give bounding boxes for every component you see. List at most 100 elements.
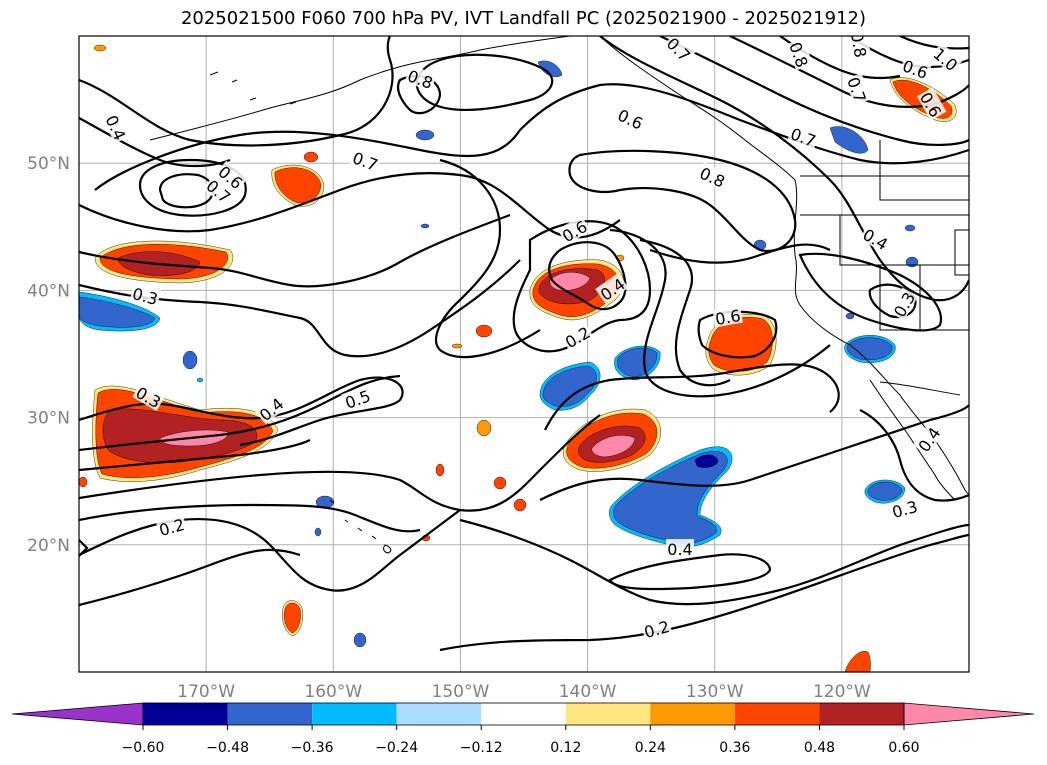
contour-label: 0.7 [787,122,820,151]
longitude-label: 160°W [304,682,362,702]
anomaly-negative [79,296,156,328]
contour-line [435,158,541,359]
anomaly-positive [284,602,301,634]
contour-line [649,243,831,264]
longitude-label: 130°W [686,682,744,702]
anomaly-negative [829,126,869,154]
anomaly-positive [79,476,88,488]
contour-line [79,439,311,472]
contour-label: 0.8 [847,31,872,61]
colorbar-segment [396,703,482,725]
colorbar-tick-label: −0.12 [460,740,503,756]
contour-line [79,213,511,288]
colorbar-segment [734,703,820,725]
contour-line [94,83,969,191]
anomaly-negative [420,223,430,229]
anomaly-positive [303,151,319,163]
chart-title: 2025021500 F060 700 hPa PV, IVT Landfall… [180,8,867,29]
contour-line [79,539,89,557]
latitude-label: 50°N [27,154,70,174]
contour-line [439,533,969,652]
colorbar-frame [142,702,905,726]
svg-text:0.4: 0.4 [667,540,692,559]
anomaly-positive [493,476,507,490]
latitude-label: 20°N [27,536,70,556]
colorbar-tick-label: 0.48 [804,740,835,756]
colorbar-tick-label: 0.60 [888,740,919,756]
longitude-label: 150°W [432,682,490,702]
contour-line [639,238,731,387]
anomaly-negative [182,350,198,370]
anomaly-negative [196,377,204,383]
hawaii [329,499,392,554]
map-frame [78,35,970,673]
anomaly-positive [476,419,492,437]
contour-line [79,414,601,512]
anomaly-negative [415,129,435,141]
latitude-labels: 50°N 40°N 30°N 20°N [27,154,70,556]
contour-line [697,310,778,359]
anomaly-positive [475,324,493,338]
border-ne [879,140,969,276]
colorbar-tick-label: −0.36 [291,740,334,756]
contour-line [79,548,301,607]
contour-line [544,363,840,431]
colorbar-extend-max [903,702,1035,726]
anomaly-negative [867,481,903,501]
colorbar: −0.60 −0.48 −0.36 −0.24 −0.12 0.12 0.24 0.36 0.4… [11,702,1035,756]
longitude-labels: 170°W 160°W 150°W 140°W 130°W 120°W [177,682,871,702]
longitude-label: 170°W [177,682,235,702]
anomaly-positive [451,343,463,349]
island-chain [209,71,297,105]
border-us-mexico [879,381,961,396]
svg-text:0.6: 0.6 [714,306,742,329]
colorbar-tick-label: 0.12 [550,740,581,756]
anomaly-positive [844,651,871,672]
map-background [79,36,969,672]
colorbar-tick-label: 0.24 [635,740,666,756]
anomaly-negative [613,451,728,544]
contour-line [79,503,421,533]
anomaly-negative [537,60,563,78]
contour-line [79,376,404,447]
contour-line [609,228,831,398]
coastline-north-america [599,36,969,496]
colorbar-segment [565,703,651,725]
longitude-label: 120°W [813,682,871,702]
contour-line [415,53,554,111]
anomaly-positive [93,44,107,52]
anomaly-positive [513,498,527,512]
contour-line [79,374,401,452]
contour-line [859,409,969,502]
colorbar-tick-label: −0.24 [375,740,418,756]
contour-label: 0.7 [843,73,872,106]
contour-line [539,404,969,501]
contour-line [79,117,231,168]
svg-text:0.8: 0.8 [847,31,870,59]
contour-label: 0.4 [666,539,694,559]
coastline-aleutians [149,36,571,141]
anomaly-negative [353,632,367,648]
contour-line [548,241,627,311]
colorbar-segment [143,703,228,725]
border-canada-us-2 [879,176,969,201]
contour-label: 0.6 [899,54,932,83]
coastlines [149,36,969,554]
coastline-baja [869,379,956,501]
contour-line [138,158,247,217]
contour-line [798,252,943,332]
colorbar-segment [819,703,904,725]
latitude-label: 30°N [27,409,70,429]
colorbar-extend-min [11,702,144,726]
contour-line [659,36,969,147]
contour-line [459,518,969,606]
anomaly-negative [904,224,916,232]
contour-label: 0.2 [640,615,673,642]
longitude-label: 140°W [559,682,617,702]
contour-label: 0.6 [712,304,744,329]
contour-line [512,220,652,353]
border-us-states [800,214,969,331]
anomaly-negative [694,454,719,468]
negative-anomalies [79,60,919,648]
